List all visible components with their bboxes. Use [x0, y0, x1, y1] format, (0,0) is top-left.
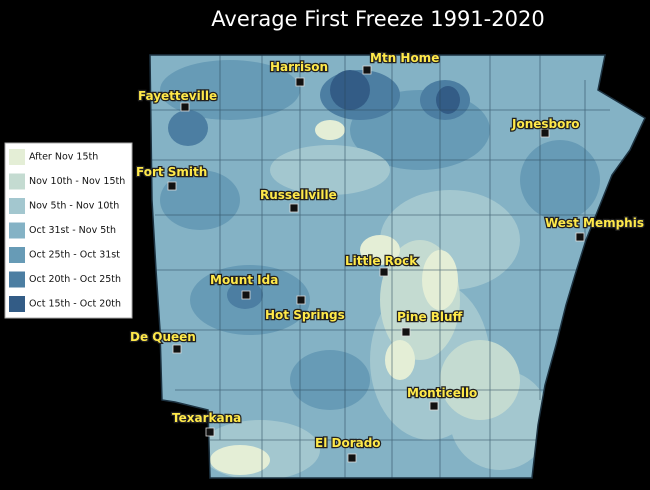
legend-label: Oct 25th - Oct 31st — [29, 250, 120, 261]
zone — [520, 140, 600, 220]
city-label: Pine Bluff — [397, 310, 463, 324]
city-label: Hot Springs — [265, 308, 345, 322]
city-label: Monticello — [407, 386, 477, 400]
city-label: Texarkana — [172, 411, 241, 425]
legend-label: Nov 10th - Nov 15th — [29, 176, 125, 187]
city-label: Fort Smith — [136, 165, 207, 179]
city-marker — [205, 427, 215, 437]
zone — [160, 170, 240, 230]
city-marker — [540, 128, 550, 138]
legend-swatch — [9, 271, 25, 288]
city-label: Russellville — [260, 188, 337, 202]
legend-swatch — [9, 149, 25, 165]
zone — [330, 70, 370, 110]
zone — [290, 350, 370, 410]
city-marker — [575, 232, 585, 242]
legend-label: Oct 31st - Nov 5th — [29, 225, 116, 236]
legend-box — [4, 142, 133, 319]
city-marker — [379, 267, 389, 277]
zone — [168, 110, 208, 146]
county-lines — [150, 55, 630, 478]
zone — [385, 340, 415, 380]
freeze-zones — [150, 55, 645, 478]
zone — [360, 235, 400, 265]
city-marker — [401, 327, 411, 337]
city-marker — [295, 77, 305, 87]
city-marker — [296, 295, 306, 305]
legend-swatch — [9, 173, 25, 190]
legend-swatch — [9, 247, 25, 263]
city-marker — [172, 344, 182, 354]
city-marker — [429, 401, 439, 411]
city-marker — [347, 453, 357, 463]
city-marker — [167, 181, 177, 191]
zone — [160, 60, 300, 120]
legend-label: Oct 15th - Oct 20th — [29, 299, 121, 310]
city-label: Mount Ida — [210, 273, 278, 287]
city-marker — [180, 102, 190, 112]
zone — [210, 445, 270, 475]
legend-label: After Nov 15th — [29, 152, 98, 163]
city-label: Harrison — [270, 60, 328, 74]
cities: Harrison Mtn Home Fayetteville Jonesboro For… — [129, 50, 645, 463]
city-label: De Queen — [130, 330, 196, 344]
legend-label: Nov 5th - Nov 10th — [29, 201, 119, 212]
city-marker — [362, 65, 372, 75]
city-label: Jonesboro — [511, 117, 580, 131]
map-title: Average First Freeze 1991-2020 — [211, 7, 544, 31]
legend-swatch — [9, 198, 25, 214]
city-marker — [241, 290, 251, 300]
zone — [440, 340, 520, 420]
city-label: El Dorado — [315, 436, 381, 450]
legend-label: Oct 20th - Oct 25th — [29, 274, 121, 285]
city-label: Mtn Home — [370, 51, 439, 65]
city-marker — [289, 203, 299, 213]
legend-swatch — [9, 296, 25, 312]
legend: After Nov 15th Nov 10th - Nov 15th Nov 5th… — [9, 149, 125, 312]
zone — [436, 86, 460, 114]
city-label: Fayetteville — [138, 89, 217, 103]
legend-swatch — [9, 222, 25, 239]
zone — [315, 120, 345, 140]
city-label: West Memphis — [545, 216, 644, 230]
city-label: Little Rock — [345, 254, 418, 268]
